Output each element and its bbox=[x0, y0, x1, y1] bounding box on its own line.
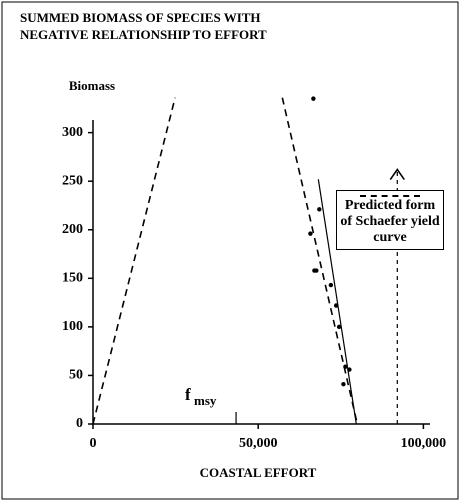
legend-swatch bbox=[360, 195, 420, 197]
point bbox=[312, 268, 317, 273]
chart-title: NEGATIVE RELATIONSHIP TO EFFORT bbox=[20, 27, 267, 42]
y-tick-label: 150 bbox=[62, 271, 83, 286]
x-tick-label: 100,000 bbox=[401, 436, 447, 451]
y-tick-label: 0 bbox=[76, 416, 83, 431]
point bbox=[333, 303, 339, 308]
y-axis-label: Biomass bbox=[69, 78, 115, 93]
arrow-head bbox=[389, 168, 405, 180]
point bbox=[311, 96, 316, 101]
point bbox=[308, 231, 313, 236]
point bbox=[341, 381, 346, 387]
point bbox=[347, 367, 352, 372]
point bbox=[317, 207, 322, 212]
legend-label: Predicted form of Schaefer yield curve bbox=[340, 198, 440, 245]
y-tick-label: 250 bbox=[62, 173, 83, 188]
fmsy-subscript: msy bbox=[194, 393, 217, 408]
y-tick-label: 300 bbox=[62, 125, 83, 140]
x-tick-label: 0 bbox=[90, 436, 97, 451]
y-tick-label: 50 bbox=[69, 368, 83, 383]
y-tick-label: 100 bbox=[62, 319, 83, 334]
x-tick-label: 50,000 bbox=[239, 436, 278, 451]
series-line bbox=[317, 179, 357, 425]
chart-title: SUMMED BIOMASS OF SPECIES WITH bbox=[20, 10, 261, 25]
point bbox=[343, 364, 348, 369]
x-axis-label: COASTAL EFFORT bbox=[200, 465, 317, 480]
y-tick-label: 200 bbox=[62, 222, 83, 237]
series-line bbox=[92, 97, 359, 425]
point bbox=[336, 324, 342, 330]
fmsy-label: f bbox=[185, 385, 191, 404]
point bbox=[328, 282, 334, 288]
legend: Predicted form of Schaefer yield curve bbox=[336, 190, 444, 250]
